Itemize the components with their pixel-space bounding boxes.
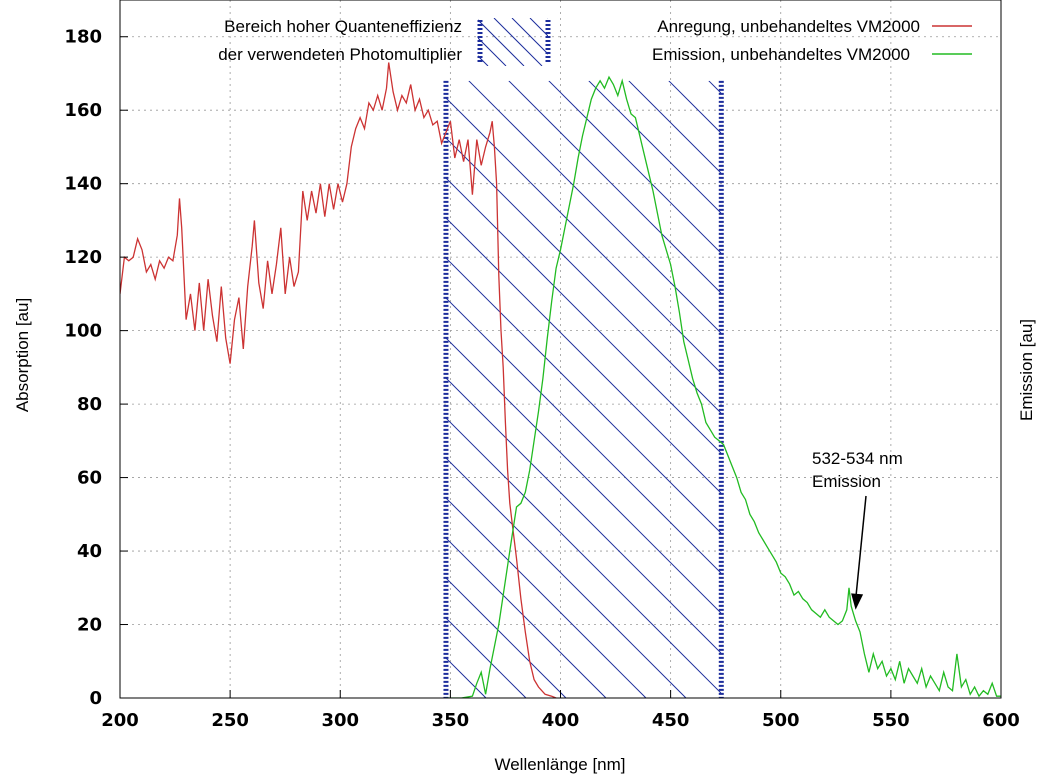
legend-hatch-line xyxy=(493,18,543,66)
legend-series1-label: Anregung, unbehandeltes VM2000 xyxy=(657,17,920,36)
y2-axis-title: Emission [au] xyxy=(1017,319,1036,421)
y-tick-label: 180 xyxy=(64,27,102,48)
band-hatch-line xyxy=(445,497,647,699)
band-region xyxy=(0,80,1041,699)
series-line-emission xyxy=(446,75,1001,698)
y-tick-label: 20 xyxy=(77,615,102,636)
y-tick-label: 120 xyxy=(64,247,102,268)
annotation-label-line1: 532-534 nm xyxy=(812,449,903,468)
x-tick-label: 550 xyxy=(872,710,910,731)
x-tick-label: 250 xyxy=(211,710,249,731)
legend-hatch-line xyxy=(478,19,525,66)
y-tick-label: 0 xyxy=(89,688,102,709)
y-tick-label: 160 xyxy=(64,100,102,121)
band-hatch-line xyxy=(468,80,722,335)
band-hatch-line xyxy=(445,337,722,615)
y-tick-label: 60 xyxy=(77,468,102,489)
band-hatch-line xyxy=(0,81,406,698)
x-tick-label: 500 xyxy=(762,710,800,731)
series-line-anregung xyxy=(120,62,557,698)
band-hatch-line xyxy=(445,137,722,415)
y-tick-label: 40 xyxy=(77,541,102,562)
band-hatch-line xyxy=(445,577,567,699)
band-hatch-line xyxy=(445,457,687,699)
band-hatch-line xyxy=(445,257,722,535)
x-tick-label: 400 xyxy=(542,710,580,731)
band-hatch-line xyxy=(708,80,722,95)
band-hatch-line xyxy=(445,177,722,455)
legend-series2-label: Emission, unbehandeltes VM2000 xyxy=(652,45,910,64)
grid xyxy=(120,0,1001,698)
band-hatch-line xyxy=(445,297,722,575)
band-hatch-line xyxy=(628,80,722,175)
band-hatch-line xyxy=(445,377,722,655)
band-hatch-line xyxy=(445,417,722,695)
x-tick-label: 350 xyxy=(432,710,470,731)
x-axis-title: Wellenlänge [nm] xyxy=(494,755,625,774)
annotation-arrow-head xyxy=(851,593,864,610)
y-tick-label: 140 xyxy=(64,174,102,195)
band-hatch-line xyxy=(445,97,722,375)
legend-band-hatch xyxy=(478,18,548,66)
x-tick-labels: 200 250 300 350 400 450 500 550 600 xyxy=(101,690,1020,731)
series-lines xyxy=(120,62,1001,698)
band-hatch xyxy=(0,80,1041,699)
y-tick-label: 80 xyxy=(77,394,102,415)
legend: Bereich hoher Quanteneffizienz der verwe… xyxy=(218,17,972,66)
legend-hatch-line xyxy=(529,18,548,37)
x-tick-label: 600 xyxy=(982,710,1020,731)
legend-band-label-line2: der verwendeten Photomultiplier xyxy=(218,45,462,64)
legend-hatch-line xyxy=(511,18,548,55)
annotation-label-line2: Emission xyxy=(812,472,881,491)
band-hatch-line xyxy=(588,80,722,215)
annotation-arrow-shaft xyxy=(854,495,867,600)
band-hatch-line xyxy=(445,217,722,495)
legend-band-swatch xyxy=(477,18,551,66)
band-hatch-line xyxy=(548,80,722,255)
x-tick-label: 300 xyxy=(321,710,359,731)
legend-hatch-line xyxy=(547,18,548,19)
x-tick-label: 450 xyxy=(652,710,690,731)
legend-band-label-line1: Bereich hoher Quanteneffizienz xyxy=(224,17,462,36)
y-tick-label: 100 xyxy=(64,321,102,342)
band-hatch-line xyxy=(749,81,1041,698)
annotation: 532-534 nm Emission xyxy=(812,449,903,610)
x-tick-label: 200 xyxy=(101,710,139,731)
y-axis-title: Absorption [au] xyxy=(13,298,32,412)
y-tick-labels: 0 20 40 60 80 100 120 140 160 180 xyxy=(64,27,128,709)
band-hatch-line xyxy=(508,80,722,295)
